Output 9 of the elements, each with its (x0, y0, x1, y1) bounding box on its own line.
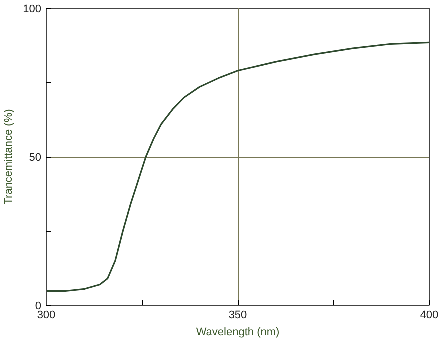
y-tick-label: 50 (29, 152, 42, 164)
y-axis-title: Trancemittance (%) (3, 109, 16, 205)
y-tick-label: 0 (35, 300, 42, 312)
line-series (46, 42, 430, 292)
y-tick-label: 100 (23, 4, 42, 16)
x-tick-label: 300 (37, 310, 56, 322)
x-axis-title: Wavelength (nm) (196, 326, 280, 338)
x-tick-label: 400 (420, 310, 439, 322)
x-tick-label: 350 (228, 310, 248, 322)
